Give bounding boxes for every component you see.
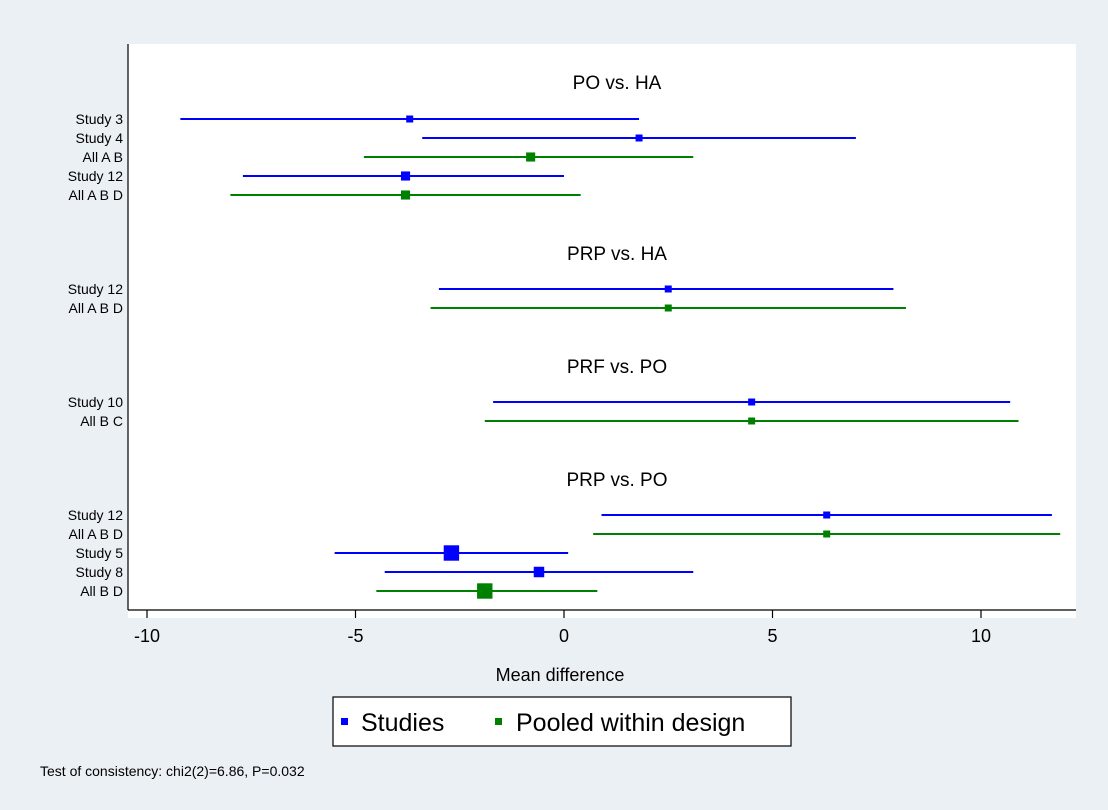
group-title: PRP vs. HA: [567, 244, 667, 265]
x-axis-label: Mean difference: [496, 665, 625, 685]
row-label: All A B D: [69, 300, 123, 316]
row-label: Study 8: [76, 564, 124, 580]
group-title: PRF vs. PO: [567, 357, 667, 378]
point-estimate-marker: [406, 115, 414, 123]
legend: Studies Pooled within design: [332, 696, 792, 747]
forest-row: Study 12: [68, 281, 894, 297]
forest-row: Study 4: [76, 130, 856, 146]
point-estimate-marker: [533, 566, 545, 578]
group-title: PRP vs. PO: [566, 470, 667, 491]
point-estimate-marker: [823, 530, 831, 538]
x-axis-ticks: -10 -5 0 5 10: [134, 610, 991, 646]
forest-row: All A B: [83, 149, 694, 165]
x-tick-label: -10: [134, 626, 160, 646]
point-estimate-marker: [748, 398, 756, 406]
legend-marker-pooled: [495, 718, 502, 725]
group-titles: PO vs. HA PRP vs. HA PRF vs. PO PRP vs. PO: [566, 73, 667, 491]
group-title: PO vs. HA: [573, 73, 662, 94]
point-estimate-marker: [664, 285, 672, 293]
point-estimate-marker: [477, 583, 493, 599]
legend-marker-studies: [341, 718, 348, 725]
legend-box: [332, 696, 792, 747]
point-estimate-marker: [400, 190, 411, 200]
row-label: All B C: [80, 413, 123, 429]
forest-row: Study 8: [76, 564, 694, 580]
x-tick-label: 0: [559, 626, 569, 646]
forest-row: All A B D: [69, 300, 906, 316]
point-estimate-marker: [748, 417, 756, 425]
forest-row: Study 12: [68, 507, 1052, 523]
row-label: Study 5: [76, 545, 124, 561]
x-tick-label: 5: [767, 626, 777, 646]
row-label: All B D: [80, 583, 123, 599]
point-estimate-marker: [400, 171, 411, 181]
forest-row: All B D: [80, 583, 598, 599]
plot-area: [128, 44, 1076, 618]
row-label: Study 4: [76, 130, 124, 146]
forest-row: All A B D: [69, 526, 1061, 542]
point-estimate-marker: [635, 134, 643, 142]
point-estimate-marker: [823, 511, 831, 519]
forest-row: All A B D: [69, 187, 581, 203]
row-label: Study 12: [68, 507, 123, 523]
row-label: Study 3: [76, 111, 124, 127]
row-label: All A B: [83, 149, 123, 165]
row-label: Study 12: [68, 168, 123, 184]
forest-row: Study 10: [68, 394, 1011, 410]
forest-row: All B C: [80, 413, 1019, 429]
forest-row: Study 5: [76, 545, 569, 561]
point-estimate-marker: [526, 152, 536, 162]
rows-layer: Study 3 Study 4 All A B Study 12 All A B D St…: [68, 111, 1061, 599]
legend-label-studies: Studies: [361, 709, 444, 737]
x-tick-label: -5: [347, 626, 363, 646]
point-estimate-marker: [443, 545, 460, 561]
consistency-test-note: Test of consistency: chi2(2)=6.86, P=0.0…: [40, 763, 305, 779]
row-label: All A B D: [69, 526, 123, 542]
row-label: Study 10: [68, 394, 123, 410]
row-label: Study 12: [68, 281, 123, 297]
legend-label-pooled: Pooled within design: [516, 709, 745, 737]
forest-row: Study 3: [76, 111, 640, 127]
x-tick-label: 10: [971, 626, 991, 646]
forest-row: Study 12: [68, 168, 564, 184]
row-label: All A B D: [69, 187, 123, 203]
point-estimate-marker: [664, 304, 672, 312]
